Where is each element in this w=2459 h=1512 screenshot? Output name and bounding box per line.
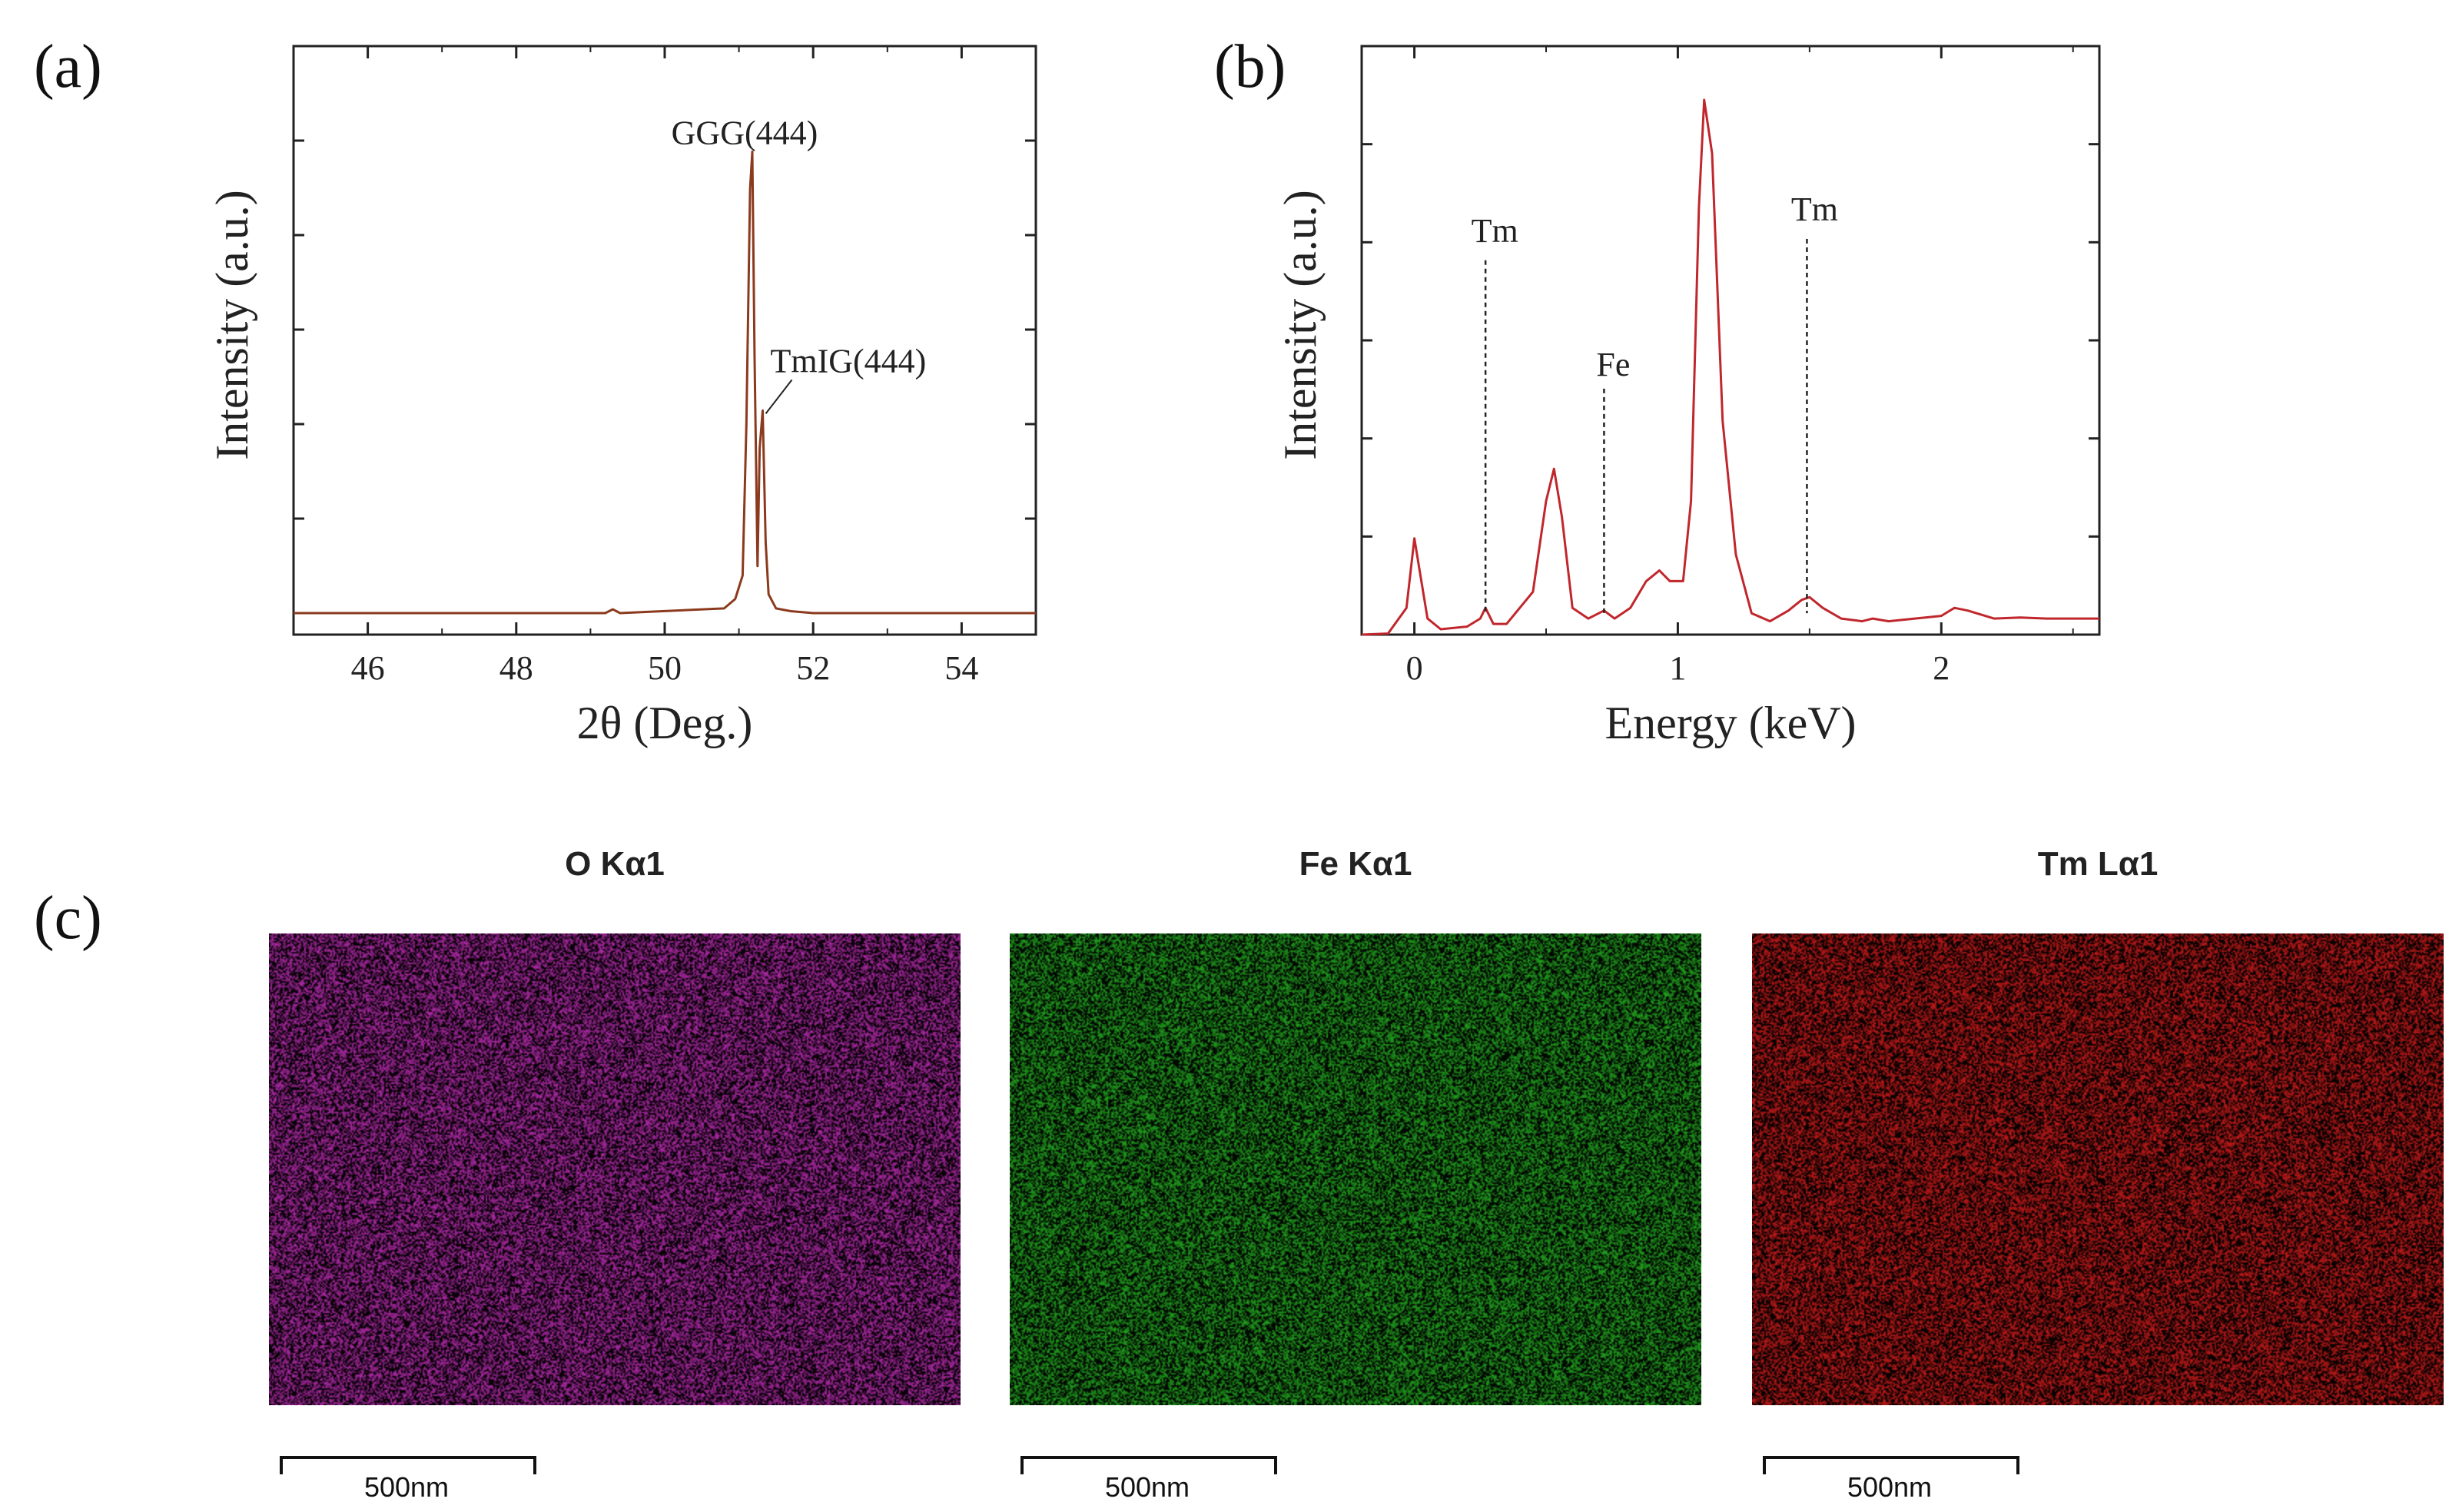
- map-title-tm: Tm Lα1: [2037, 845, 2159, 883]
- x-tick-label: 52: [796, 649, 830, 687]
- panel-label-c: (c): [34, 884, 102, 952]
- scale-bar-line: [1763, 1456, 2019, 1474]
- panel-label-b: (b): [1214, 33, 1286, 101]
- annotation-element: Fe: [1596, 346, 1630, 383]
- scale-bar-label: 500nm: [363, 1471, 450, 1503]
- annotation-element: Tm: [1791, 191, 1838, 228]
- annotation-element: Tm: [1472, 212, 1518, 250]
- xrd-chart: 46 48 50 52 54 2θ (Deg.) Intensity (a.u.) GGG(4…: [207, 45, 1037, 748]
- map-title-fe: Fe Kα1: [1299, 845, 1412, 883]
- plot-frame: [1360, 45, 2101, 636]
- map-title-o: O Kα1: [565, 845, 665, 883]
- x-axis-label: Energy (keV): [1604, 698, 1856, 748]
- annotation-leader: [765, 379, 793, 415]
- x-axis-label: 2θ (Deg.): [577, 698, 753, 748]
- x-tick-label: 46: [351, 649, 385, 687]
- x-tick-label: 54: [944, 649, 978, 687]
- eds-map-iron: [1010, 933, 1701, 1405]
- annotation-ggg: GGG(444): [672, 114, 818, 151]
- x-tick-label: 0: [1406, 649, 1423, 687]
- scale-bar-label: 500nm: [1847, 1471, 1933, 1503]
- x-tick-label: 50: [648, 649, 682, 687]
- x-tick-label: 1: [1669, 649, 1686, 687]
- x-tick-label: 2: [1933, 649, 1950, 687]
- scale-bar-line: [280, 1456, 536, 1474]
- eds-map-oxygen: [269, 933, 961, 1405]
- plot-frame: [292, 45, 1037, 636]
- eds-spectrum-chart: 0 1 2 Energy (keV) Intensity (a.u.) Tm Fe Tm: [1275, 45, 2101, 748]
- scale-bar-line: [1020, 1456, 1277, 1474]
- panel-label-a: (a): [34, 33, 102, 101]
- y-axis-label: Intensity (a.u.): [207, 190, 257, 460]
- data-line: [294, 150, 1036, 615]
- annotation-tmig: TmIG(444): [771, 342, 927, 380]
- eds-map-thulium: [1752, 933, 2444, 1405]
- data-line: [1361, 98, 2099, 636]
- x-tick-label: 48: [499, 649, 533, 687]
- scale-bar-label: 500nm: [1104, 1471, 1190, 1503]
- y-axis-label: Intensity (a.u.): [1275, 190, 1326, 460]
